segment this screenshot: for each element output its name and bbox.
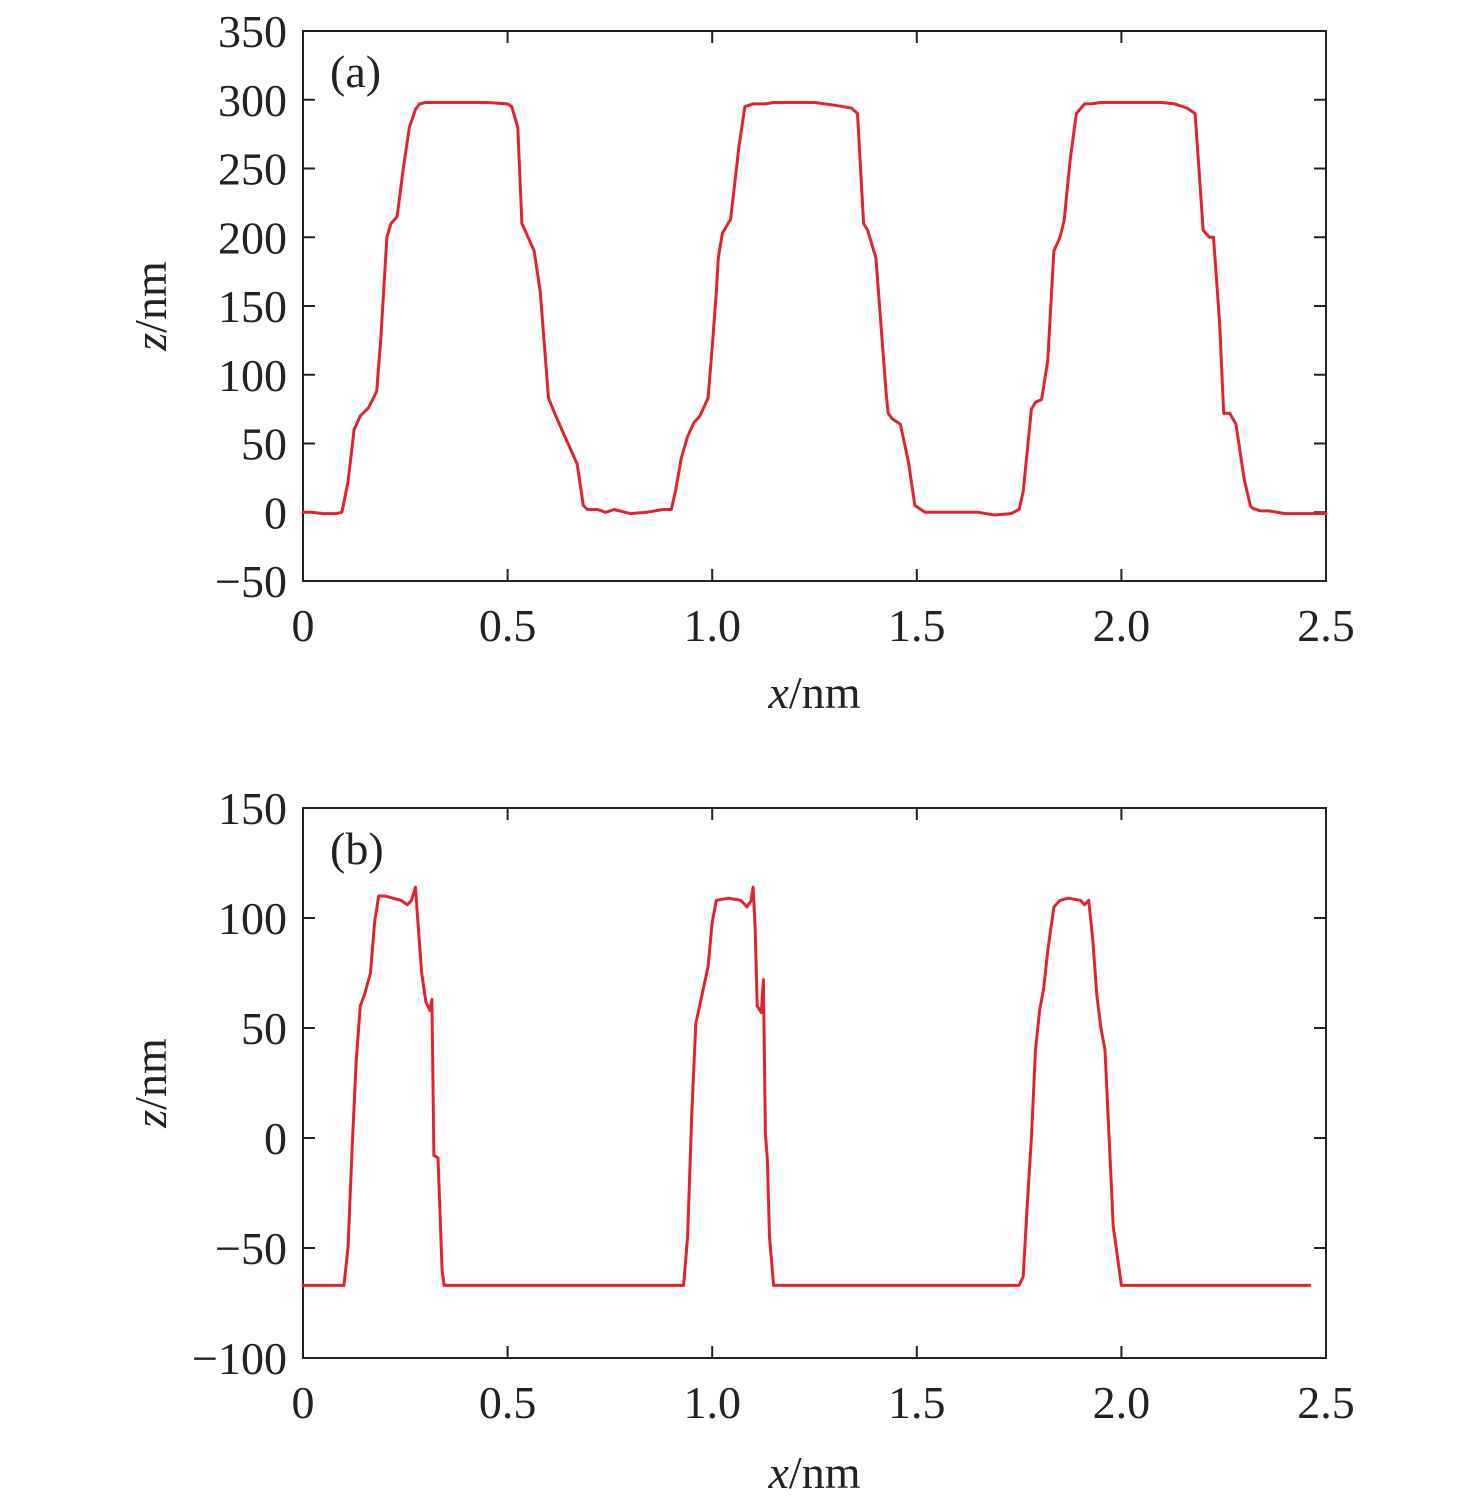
y-axis-unit: /nm (125, 1038, 176, 1110)
x-axis-variable: x (768, 1447, 790, 1498)
y-tick-label: 150 (218, 281, 287, 332)
plot-frame (302, 807, 1327, 1359)
y-tick-label: 300 (218, 75, 287, 126)
x-axis-title: x/nm (768, 1447, 861, 1498)
y-tick-label: 50 (241, 419, 287, 470)
x-tick-label: 1.0 (683, 600, 741, 651)
chart-panel-b: 0 0.5 1.0 1.5 2.0 2.5−100−50050100150x/nmz/nm… (125, 783, 1355, 1498)
x-tick-label: 1.0 (683, 1377, 741, 1428)
y-tick-label: 0 (264, 487, 287, 538)
y-axis-variable: z (125, 333, 176, 352)
x-axis-unit: /nm (789, 1447, 861, 1498)
y-tick-label: −50 (215, 556, 287, 607)
plot-frame (302, 30, 1327, 582)
x-tick-label: 1.5 (888, 1377, 946, 1428)
panel-label: (a) (330, 46, 381, 97)
y-axis-variable: z (125, 1110, 176, 1129)
y-tick-label: 250 (218, 144, 287, 195)
y-tick-label: 150 (218, 783, 287, 834)
chart-panel-a: 0 0.5 1.0 1.5 2.0 2.5−50050100150200250300350… (125, 6, 1355, 718)
x-tick-label: 2.5 (1297, 600, 1355, 651)
series-line (301, 101, 1328, 517)
x-tick-label: 2.0 (1093, 1377, 1151, 1428)
y-tick-label: 350 (218, 6, 287, 57)
x-tick-label: 0 (292, 1377, 315, 1428)
x-axis-variable: x (768, 667, 790, 718)
y-tick-label: 50 (241, 1003, 287, 1054)
y-axis-unit: /nm (125, 261, 176, 333)
y-tick-label: −100 (192, 1333, 287, 1384)
series-line (301, 885, 1312, 1287)
x-tick-label: 0.5 (479, 1377, 537, 1428)
x-axis-unit: /nm (789, 667, 861, 718)
y-axis-title: z/nm (125, 261, 176, 352)
x-tick-label: 0.5 (479, 600, 537, 651)
x-axis-title: x/nm (768, 667, 861, 718)
x-tick-label: 2.5 (1297, 1377, 1355, 1428)
x-tick-label: 2.0 (1093, 600, 1151, 651)
y-tick-label: −50 (215, 1223, 287, 1274)
y-axis-title: z/nm (125, 1038, 176, 1129)
y-tick-label: 100 (218, 350, 287, 401)
x-tick-label: 0 (292, 600, 315, 651)
x-tick-label: 1.5 (888, 600, 946, 651)
y-tick-label: 200 (218, 212, 287, 263)
y-tick-label: 100 (218, 893, 287, 944)
panel-label: (b) (330, 823, 384, 874)
y-tick-label: 0 (264, 1113, 287, 1164)
